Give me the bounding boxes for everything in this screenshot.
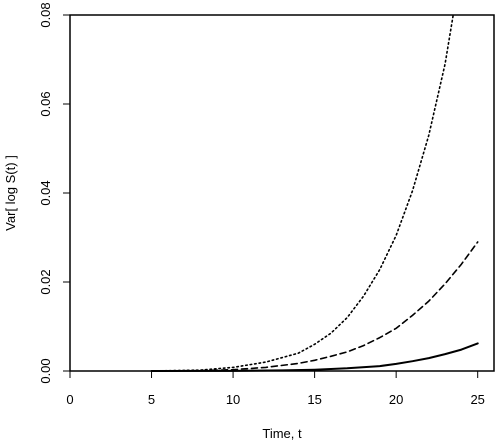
x-tick-label: 20 <box>389 392 403 407</box>
x-tick-label: 15 <box>307 392 321 407</box>
series-line-dashed <box>150 241 479 372</box>
y-axis: 0.00 0.02 0.04 0.06 0.08 <box>38 2 70 384</box>
y-tick-label: 0.02 <box>38 269 53 294</box>
x-tick-label: 10 <box>226 392 240 407</box>
x-tick-label: 5 <box>148 392 155 407</box>
x-axis-title: Time, t <box>262 426 302 441</box>
x-tick-label: 0 <box>66 392 73 407</box>
y-tick-label: 0.04 <box>38 180 53 205</box>
y-tick-label: 0.00 <box>38 358 53 383</box>
series-line-dotted <box>150 14 455 372</box>
y-tick-label: 0.08 <box>38 2 53 27</box>
y-tick-label: 0.06 <box>38 91 53 116</box>
y-axis-title: Var[ log S(t) ] <box>3 155 18 231</box>
series-line-solid <box>150 342 479 372</box>
series-layer <box>150 14 479 372</box>
x-tick-label: 25 <box>470 392 484 407</box>
plot-frame <box>69 14 495 372</box>
x-axis: 0 5 10 15 20 25 <box>66 371 485 407</box>
